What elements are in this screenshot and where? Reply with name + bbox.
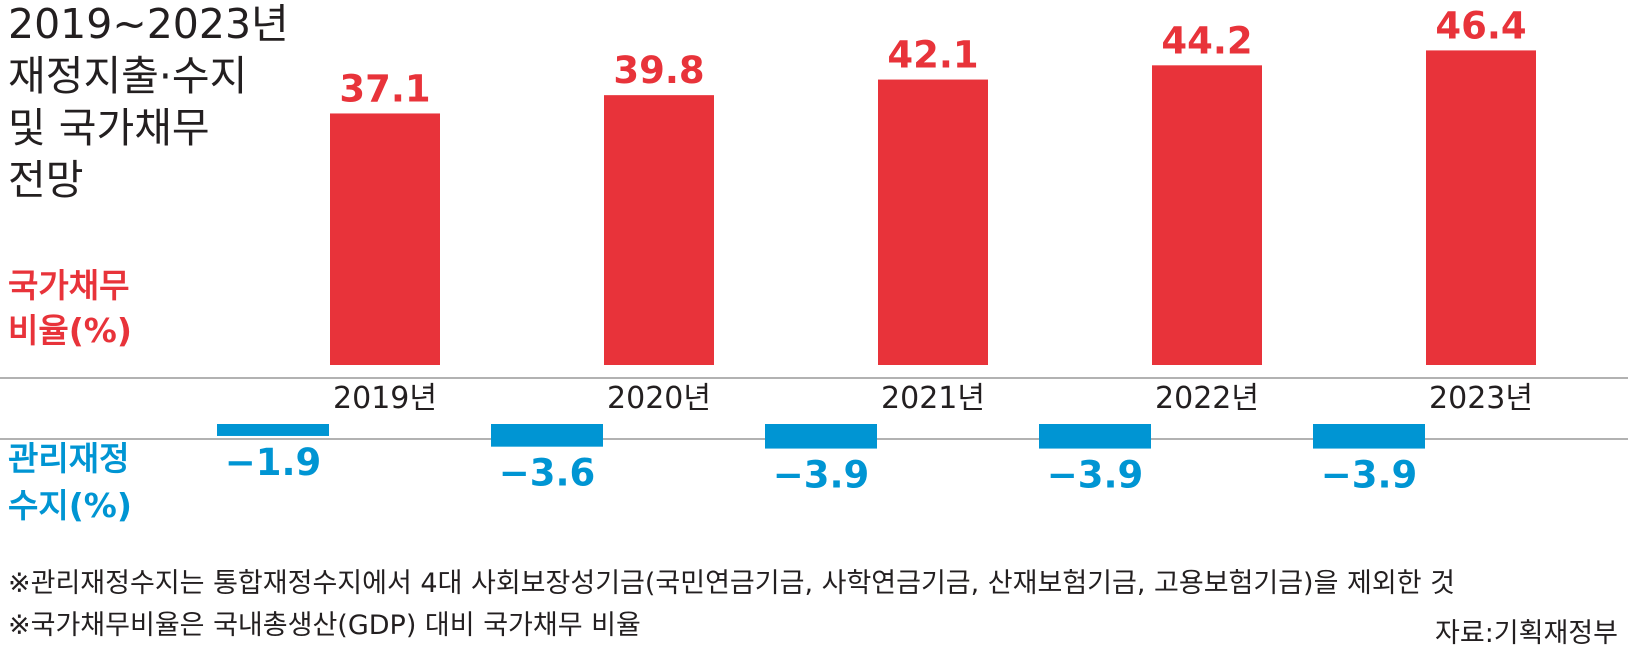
source: 자료:기획재정부 [1435,618,1618,648]
balance-bar [765,424,877,449]
debt-bar [1152,65,1262,365]
debt-value-label: 39.8 [613,49,704,92]
title-line: 재정지출·수지 [8,52,247,100]
balance-bar [1313,424,1425,449]
title-line: 2019~2023년 [8,0,289,48]
balance-value-label: −1.9 [225,441,322,484]
footnote: ※국가채무비율은 국내총생산(GDP) 대비 국가채무 비율 [8,610,641,641]
category-label: 2021년 [881,381,985,416]
balance-bar [1039,424,1151,449]
debt-value-label: 46.4 [1435,4,1526,47]
debt-value-label: 37.1 [339,67,430,110]
debt-series-label-line: 비율(%) [8,311,132,350]
debt-bar [878,79,988,365]
debt-bar [1426,50,1536,366]
category-label: 2023년 [1429,381,1533,416]
category-label: 2020년 [607,381,711,416]
category-label: 2019년 [333,381,437,416]
debt-value-label: 42.1 [887,34,978,77]
balance-value-label: −3.9 [1047,454,1144,497]
balance-value-label: −3.9 [1321,454,1418,497]
balance-bar [217,424,329,436]
chart-title: 2019~2023년 재정지출·수지 및 국가채무 전망 [8,0,289,204]
debt-series-label-line: 국가채무 [8,266,129,305]
footnote: ※관리재정수지는 통합재정수지에서 4대 사회보장성기금(국민연금기금, 사학연… [8,568,1455,599]
title-line: 전망 [8,156,83,204]
debt-bar [330,113,440,365]
balance-bar [491,424,603,447]
balance-value-label: −3.9 [773,454,870,497]
debt-series-label: 국가채무 비율(%) [8,266,132,350]
title-line: 및 국가채무 [8,104,210,152]
debt-bar [604,95,714,365]
category-label: 2022년 [1155,381,1259,416]
balance-value-label: −3.6 [499,452,596,495]
balance-series-label-line: 관리재정 [8,439,129,478]
balance-series-label-line: 수지(%) [8,486,132,525]
balance-series-label: 관리재정 수지(%) [8,439,132,525]
debt-value-label: 44.2 [1161,19,1252,62]
